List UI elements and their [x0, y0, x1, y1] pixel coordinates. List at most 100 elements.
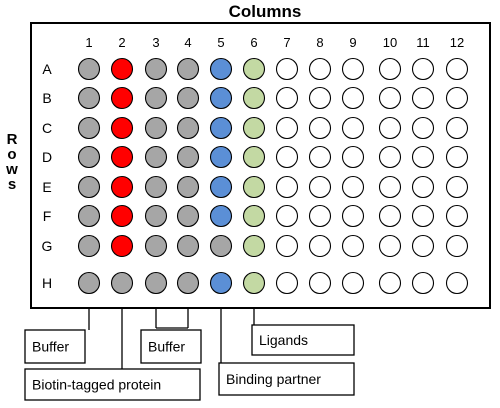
well-a7 [275, 57, 299, 81]
well-e2 [110, 175, 134, 199]
well-c4 [176, 116, 200, 140]
column-label-9: 9 [349, 35, 356, 50]
column-label-8: 8 [316, 35, 323, 50]
well-f5 [209, 204, 233, 228]
rows-label-letter: R [7, 131, 18, 148]
well-a12 [445, 57, 469, 81]
well-d7 [275, 145, 299, 169]
well-g9 [341, 234, 365, 258]
well-f2 [110, 204, 134, 228]
legend-label: Biotin-tagged protein [32, 377, 161, 393]
column-label-4: 4 [184, 35, 191, 50]
well-h3 [144, 271, 168, 295]
well-a2 [110, 57, 134, 81]
well-c9 [341, 116, 365, 140]
well-e5 [209, 175, 233, 199]
well-c12 [445, 116, 469, 140]
legend-label: Binding partner [226, 371, 321, 387]
rows-label-letter: o [7, 146, 16, 163]
well-d6 [242, 145, 266, 169]
row-label-e: E [42, 179, 51, 195]
well-h11 [411, 271, 435, 295]
well-c11 [411, 116, 435, 140]
legend-label: Ligands [259, 332, 308, 348]
legend-box [218, 362, 355, 396]
rows-label-letter: s [8, 176, 16, 193]
well-c2 [110, 116, 134, 140]
row-label-h: H [42, 275, 52, 291]
well-e12 [445, 175, 469, 199]
well-h9 [341, 271, 365, 295]
well-c10 [378, 116, 402, 140]
well-a4 [176, 57, 200, 81]
well-g8 [308, 234, 332, 258]
well-b6 [242, 86, 266, 110]
well-b9 [341, 86, 365, 110]
rows-label-letter: w [5, 161, 18, 178]
row-label-d: D [42, 149, 52, 165]
well-c5 [209, 116, 233, 140]
well-h8 [308, 271, 332, 295]
legend: Buffer Biotin-tagged protein Buffer Binding… [24, 308, 355, 401]
wells [77, 57, 469, 295]
well-d3 [144, 145, 168, 169]
column-label-1: 1 [85, 35, 92, 50]
column-label-10: 10 [383, 35, 397, 50]
well-a11 [411, 57, 435, 81]
well-g1 [77, 234, 101, 258]
columns-title: Columns [229, 2, 302, 21]
well-f11 [411, 204, 435, 228]
well-c3 [144, 116, 168, 140]
well-e1 [77, 175, 101, 199]
well-g2 [110, 234, 134, 258]
column-label-12: 12 [450, 35, 464, 50]
well-d4 [176, 145, 200, 169]
well-h10 [378, 271, 402, 295]
well-b5 [209, 86, 233, 110]
well-f10 [378, 204, 402, 228]
well-d1 [77, 145, 101, 169]
well-b3 [144, 86, 168, 110]
well-g5 [209, 234, 233, 258]
well-f7 [275, 204, 299, 228]
column-label-11: 11 [416, 35, 430, 50]
well-e9 [341, 175, 365, 199]
well-a9 [341, 57, 365, 81]
well-c8 [308, 116, 332, 140]
well-b1 [77, 86, 101, 110]
column-label-5: 5 [217, 35, 224, 50]
row-label-c: C [42, 120, 52, 136]
legend-box [24, 329, 86, 364]
well-b4 [176, 86, 200, 110]
well-d10 [378, 145, 402, 169]
well-f4 [176, 204, 200, 228]
well-b2 [110, 86, 134, 110]
row-label-b: B [42, 90, 51, 106]
well-g11 [411, 234, 435, 258]
well-d9 [341, 145, 365, 169]
well-f1 [77, 204, 101, 228]
well-b7 [275, 86, 299, 110]
well-d8 [308, 145, 332, 169]
well-g4 [176, 234, 200, 258]
legend-box [140, 329, 202, 364]
column-label-7: 7 [283, 35, 290, 50]
well-h1 [77, 271, 101, 295]
well-d12 [445, 145, 469, 169]
legend-label: Buffer [32, 339, 69, 355]
legend-label: Buffer [148, 339, 185, 355]
well-e3 [144, 175, 168, 199]
well-d2 [110, 145, 134, 169]
column-label-2: 2 [118, 35, 125, 50]
well-b12 [445, 86, 469, 110]
well-e10 [378, 175, 402, 199]
row-label-g: G [42, 238, 53, 254]
well-c1 [77, 116, 101, 140]
well-a8 [308, 57, 332, 81]
well-e7 [275, 175, 299, 199]
well-g6 [242, 234, 266, 258]
well-h5 [209, 271, 233, 295]
row-label-a: A [42, 61, 52, 77]
